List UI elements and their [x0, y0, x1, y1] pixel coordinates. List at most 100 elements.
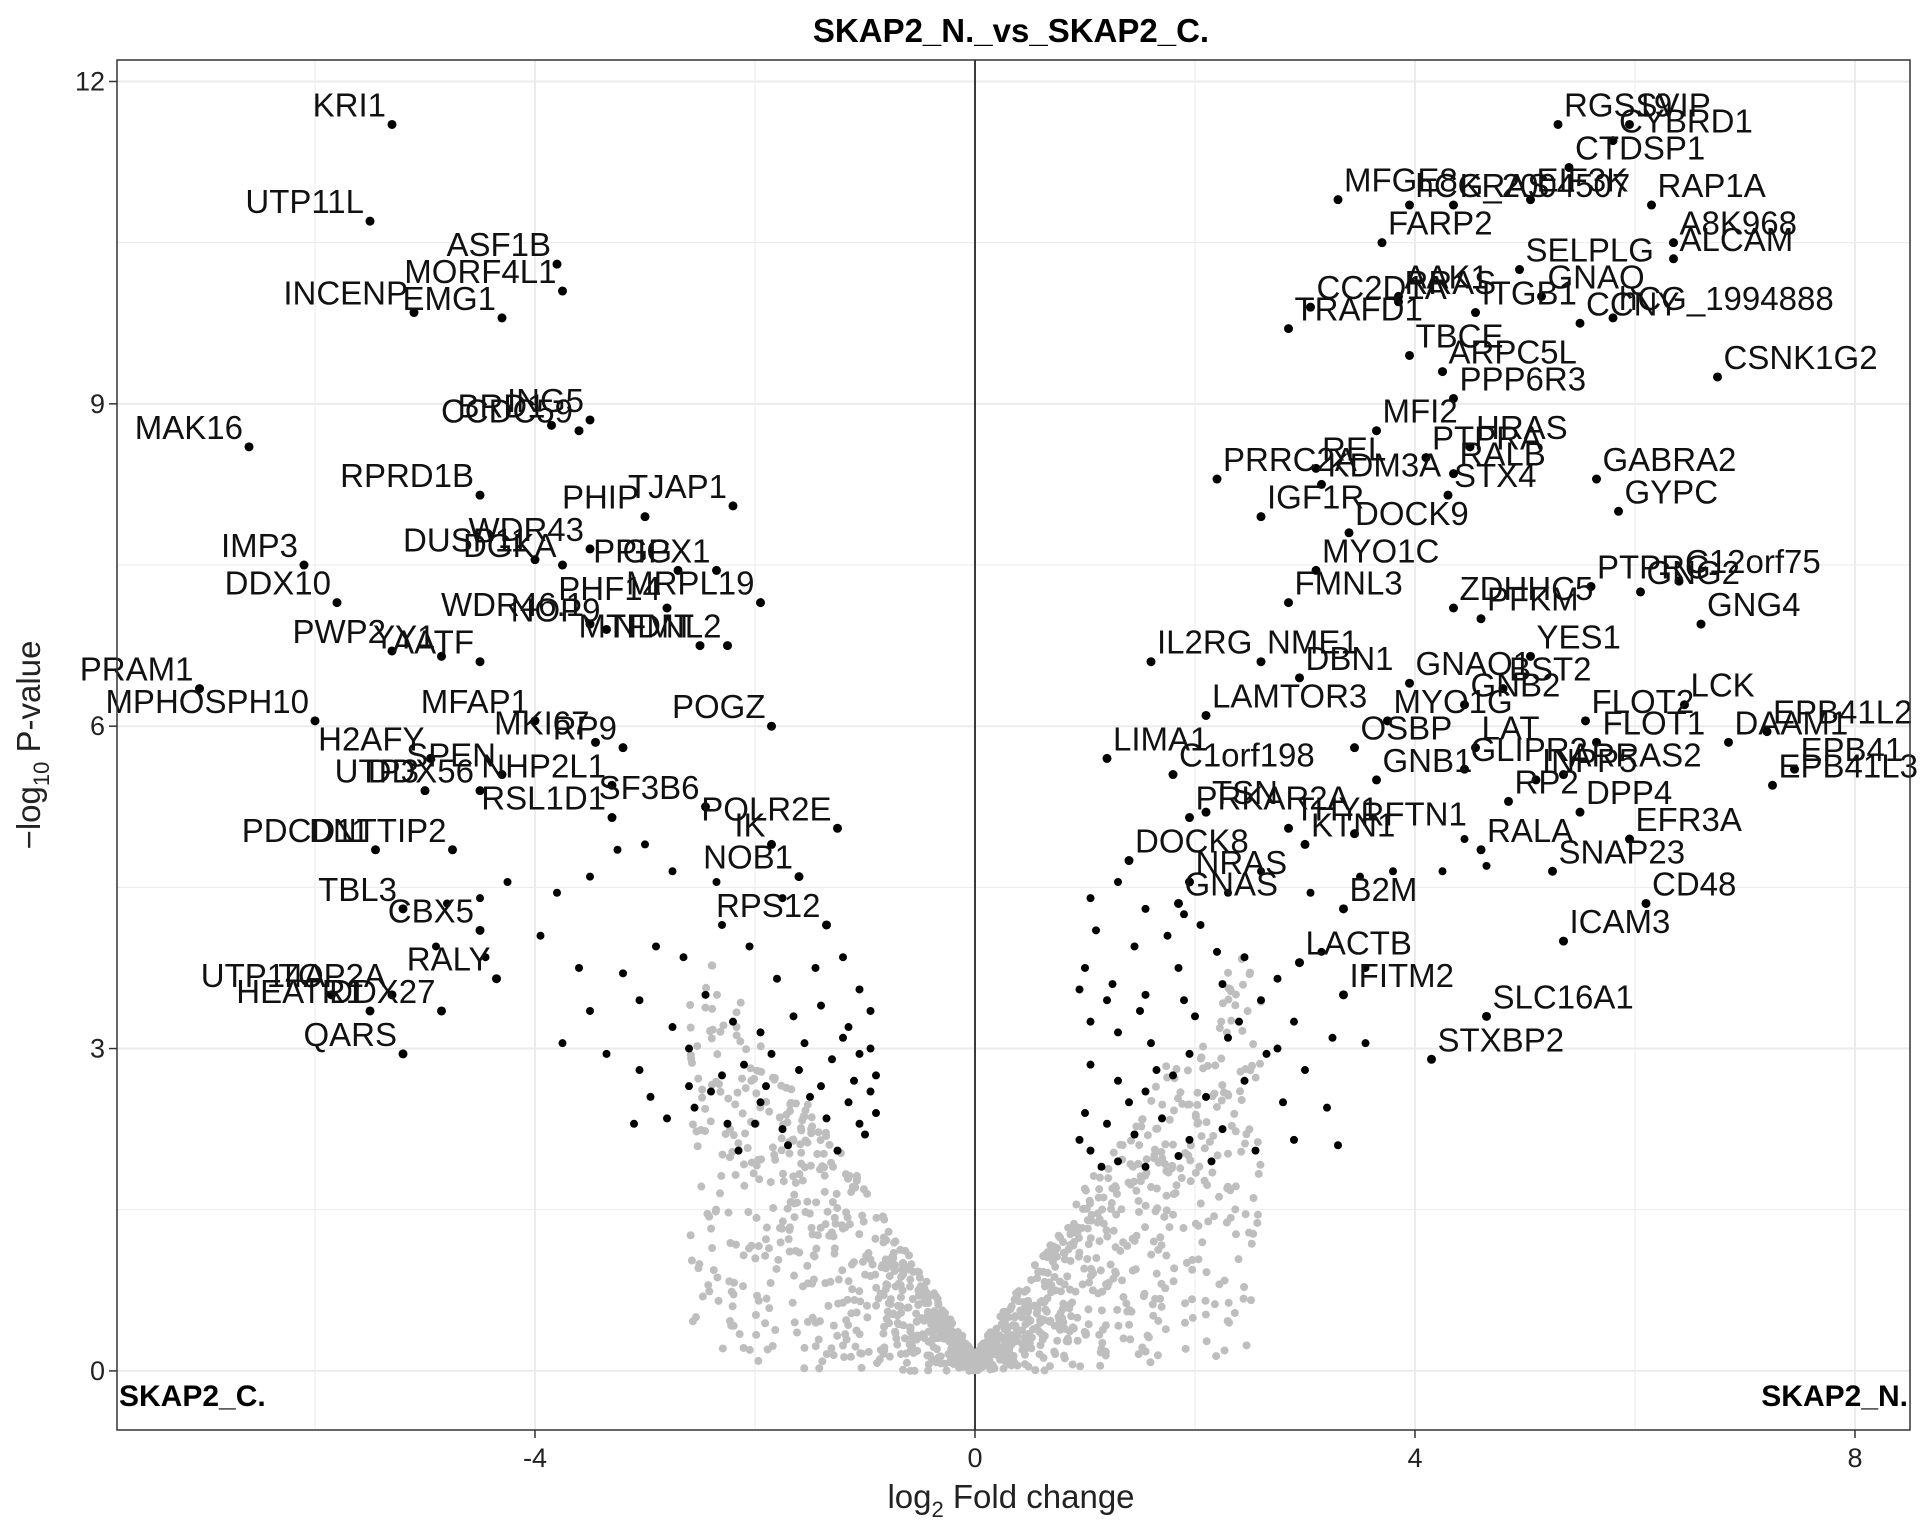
nonsignificant-point [830, 1213, 839, 1222]
nonsignificant-point [855, 1330, 864, 1339]
labeled-point [1471, 743, 1480, 753]
significant-point [1361, 963, 1370, 972]
nonsignificant-point [728, 1302, 737, 1311]
nonsignificant-point [1107, 1205, 1116, 1214]
nonsignificant-point [1141, 1223, 1150, 1232]
gene-label: UTP3 [335, 753, 419, 790]
nonsignificant-point [1231, 1205, 1240, 1214]
nonsignificant-point [943, 1324, 952, 1333]
significant-point [1196, 920, 1205, 929]
nonsignificant-point [1209, 1131, 1218, 1140]
nonsignificant-point [1170, 1264, 1179, 1273]
labeled-point [365, 1006, 375, 1016]
nonsignificant-point [1059, 1238, 1068, 1247]
labeled-point [475, 490, 485, 500]
nonsignificant-point [936, 1320, 945, 1329]
labeled-point [437, 1006, 446, 1016]
gene-label: PRKAR2A [1196, 780, 1350, 817]
x-axis-title: log2 Fold change [887, 1478, 1134, 1522]
gene-label: PDCD11 [242, 812, 370, 849]
nonsignificant-point [1247, 1296, 1256, 1305]
gene-label: KTN1 [1311, 806, 1395, 843]
nonsignificant-point [856, 1349, 865, 1358]
nonsignificant-point [772, 1264, 781, 1273]
gene-label: CTDSP1 [1575, 129, 1705, 166]
significant-point [652, 942, 660, 951]
gene-label: FMNL3 [1295, 565, 1403, 602]
labeled-point [299, 560, 309, 570]
labeled-point [1548, 866, 1557, 876]
nonsignificant-point [842, 1316, 851, 1325]
gene-label: AAK1 [1405, 258, 1489, 295]
nonsignificant-point [1132, 1186, 1141, 1195]
nonsignificant-point [768, 1143, 777, 1152]
nonsignificant-point [845, 1220, 854, 1229]
significant-point [613, 845, 622, 854]
labeled-point [475, 657, 485, 667]
nonsignificant-point [1140, 1289, 1149, 1298]
nonsignificant-point [728, 1147, 737, 1156]
labeled-point [244, 442, 254, 452]
nonsignificant-point [1255, 1059, 1264, 1068]
nonsignificant-point [890, 1266, 899, 1275]
nonsignificant-point [1125, 1306, 1134, 1315]
nonsignificant-point [778, 1224, 787, 1233]
nonsignificant-point [730, 1278, 739, 1287]
nonsignificant-point [694, 1074, 703, 1083]
nonsignificant-point [716, 1027, 725, 1036]
gene-label: MFAP1 [421, 683, 529, 720]
significant-point [1191, 1012, 1199, 1021]
nonsignificant-point [813, 1149, 822, 1158]
significant-point [558, 1039, 567, 1048]
gene-label: hCG_2004507 [1416, 167, 1631, 204]
gene-label: hCG_1994888 [1619, 280, 1834, 317]
nonsignificant-point [1018, 1326, 1027, 1335]
nonsignificant-point [907, 1260, 916, 1269]
labeled-point [1482, 1011, 1491, 1021]
gene-label: AATF [392, 624, 474, 661]
labeled-point [530, 716, 540, 726]
labeled-point [1537, 291, 1546, 301]
nonsignificant-point [762, 1223, 771, 1232]
gene-label: UTP14A [201, 957, 326, 994]
gene-label: PRRC2A [1223, 441, 1357, 478]
gene-label: NOP9 [511, 591, 601, 628]
nonsignificant-point [1251, 1073, 1260, 1082]
nonsignificant-point [714, 1296, 723, 1305]
nonsignificant-point [1109, 1226, 1118, 1235]
significant-point [1081, 963, 1089, 972]
significant-point [1114, 1076, 1122, 1085]
nonsignificant-point [1154, 1316, 1163, 1325]
nonsignificant-point [1169, 1106, 1178, 1115]
nonsignificant-point [1030, 1261, 1039, 1270]
significant-point [751, 1119, 759, 1128]
nonsignificant-point [1098, 1338, 1107, 1347]
nonsignificant-point [883, 1307, 892, 1316]
labeled-point [1768, 780, 1777, 790]
gene-label: CBX5 [388, 892, 474, 929]
nonsignificant-point [828, 1198, 837, 1207]
significant-point [745, 942, 754, 951]
significant-point [619, 969, 627, 978]
nonsignificant-point [847, 1188, 856, 1197]
nonsignificant-point [1087, 1216, 1096, 1225]
labeled-point [1449, 603, 1458, 613]
significant-point [712, 878, 721, 886]
nonsignificant-point [871, 1234, 880, 1243]
nonsignificant-point [929, 1343, 938, 1352]
nonsignificant-point [1047, 1287, 1056, 1296]
nonsignificant-point [762, 1294, 771, 1303]
nonsignificant-point [951, 1340, 960, 1349]
x-tick-label: 8 [1847, 1443, 1862, 1473]
labeled-point [585, 619, 595, 629]
nonsignificant-point [764, 1244, 773, 1253]
nonsignificant-point [1095, 1173, 1104, 1182]
nonsignificant-point [754, 1296, 763, 1305]
labeled-point [1405, 200, 1414, 210]
nonsignificant-point [715, 1080, 724, 1089]
nonsignificant-point [1161, 1284, 1170, 1293]
nonsignificant-point [1085, 1196, 1094, 1205]
significant-point [1185, 1049, 1194, 1058]
nonsignificant-point [718, 1344, 727, 1353]
gene-label: GNB2 [1471, 667, 1561, 704]
